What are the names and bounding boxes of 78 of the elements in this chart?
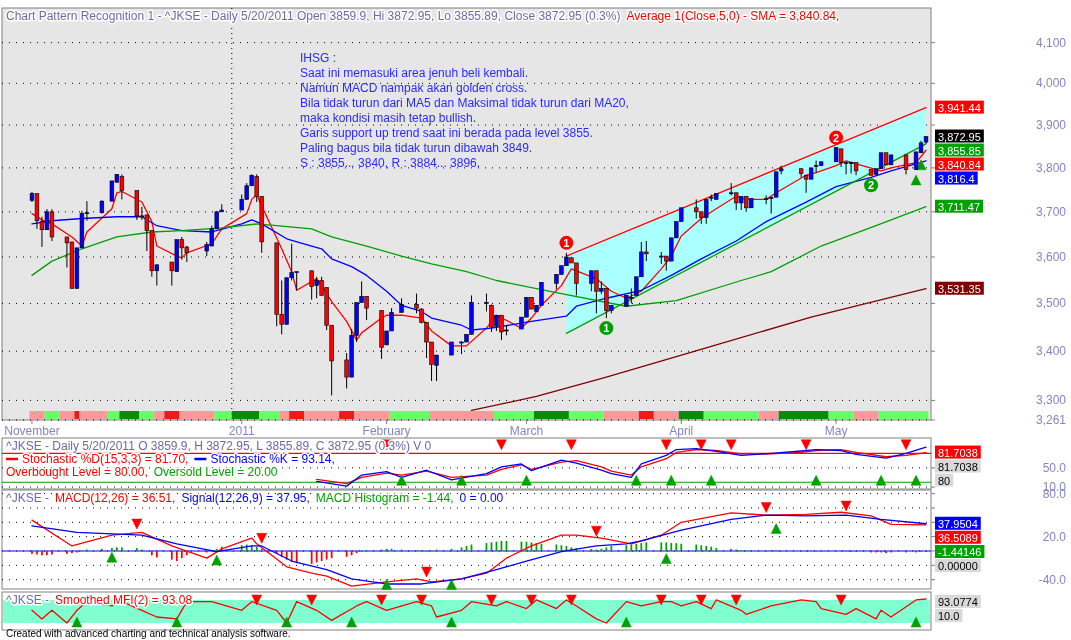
ref-line-label: Oversold Level = 20.00 [153,465,278,479]
point [106,551,118,563]
y-tick-label: -40.0 [1038,572,1067,587]
text: MACD(12,26) = 36.51, [54,491,176,505]
series-label: Smoothed MFI(2) = 93.08 [54,593,193,607]
point [211,554,223,566]
y-tick-label: 3,500 [1035,296,1067,311]
point [760,502,772,513]
annotation: Saat ini memasuki area jenuh beli kembali. [300,66,529,80]
data-label: 3,855.85 [938,144,981,157]
x-tick-label: February [362,424,411,438]
y-tick-label: 4,100 [1035,35,1067,50]
data-label: 3,711.47 [938,200,981,213]
data-label: 36.5089 [938,531,978,544]
data-label: 81.7038 [938,446,978,459]
annotation: maka kondisi masih tetap bullish. [300,111,477,125]
point [381,579,392,590]
y-tick-label: 3,261 [1035,413,1067,427]
point [446,579,457,590]
x-tick-label: November [4,424,60,438]
x-tick-label: March [509,424,544,438]
number-badge: 1 [599,321,614,336]
text: MACD Histogram = -1.44, [315,491,454,505]
y-tick-label: 3,900 [1035,118,1067,133]
text: 80 [938,474,951,487]
data-label: 3,531.35 [938,282,981,295]
data-label: 37.9504 [938,517,978,530]
y-tick-label: 3,700 [1035,204,1067,219]
chart-title: Chart Pattern Recognition 1 - ^JKSE - Daily 5/20/2011 Open 3859.9, Hi 3872.95, Lo 3855.89, Close 3872.95 (0.3%) [6,9,621,23]
text: 81.7038 [938,460,978,473]
legend-label: Stochastic %D(15,3,3) = 81.70, [22,452,189,466]
annotation: Garis support up trend saat ini berada pada level 3855. [300,126,593,140]
point [661,553,672,564]
line-series [470,288,927,412]
legend-label: Stochastic %K = 93.14, [210,452,335,466]
y-tick-label: 3,300 [1035,393,1067,408]
ref-line-label: 0 = 0.00 [459,491,504,505]
y-tick-label: 3,400 [1035,344,1067,359]
text: Signal(12,26,9) = 37.95, [181,491,310,505]
data-label: -1.44146 [938,546,982,559]
text: Average 1(Close,5,0) - SMA = 3,840.84, [626,9,840,23]
ref-line-label: Overbought Level = 80.00, [6,465,148,479]
data-label: 3,816.4 [938,172,975,185]
point [840,500,852,512]
number-badge: 1 [559,235,574,250]
data-label: 3,840.84 [938,158,981,171]
chart-title: ^JKSE - [6,491,49,505]
text: 10.0 [938,610,960,622]
annotation: 2 [868,179,875,192]
y-tick-label: 20.0 [1042,529,1067,544]
annotation: Bila tidak turun dari MA5 dan Maksimal tidak turun dari MA20, [300,96,629,110]
number-badge: 2 [829,130,844,145]
y-tick-label: 4,000 [1035,76,1067,91]
point [256,533,267,544]
x-tick-label: April [669,424,694,438]
annotation: Paling bagus bila tidak turun dibawah 3849. [300,141,533,155]
data-label: 3,941.44 [938,101,981,114]
y-tick-label: 50.0 [1042,460,1067,475]
annotation: Namun MACD nampak akan golden cross. [300,81,528,95]
y-tick-label: 3,600 [1035,249,1067,264]
text: 0.00000 [938,560,978,573]
annotation: IHSG : [300,51,337,65]
annotation: S : 3855... 3840, R : 3884... 3896. [300,156,481,170]
annotation: 2 [833,131,840,144]
y-tick-label: 3,800 [1035,160,1067,175]
point [421,566,432,578]
x-tick-label: 2011 [228,424,255,438]
annotation: 1 [563,236,570,249]
x-tick-label: May [824,424,848,438]
candlestick [903,154,909,175]
point [131,518,143,530]
number-badge: 2 [864,178,879,193]
text: 93.0774 [938,596,978,608]
point [770,523,782,534]
annotation: 1 [603,322,610,335]
point [591,525,602,537]
text: 3,872.95 [938,130,981,143]
text: Created with advanced charting and technical analysis software. [6,628,291,639]
